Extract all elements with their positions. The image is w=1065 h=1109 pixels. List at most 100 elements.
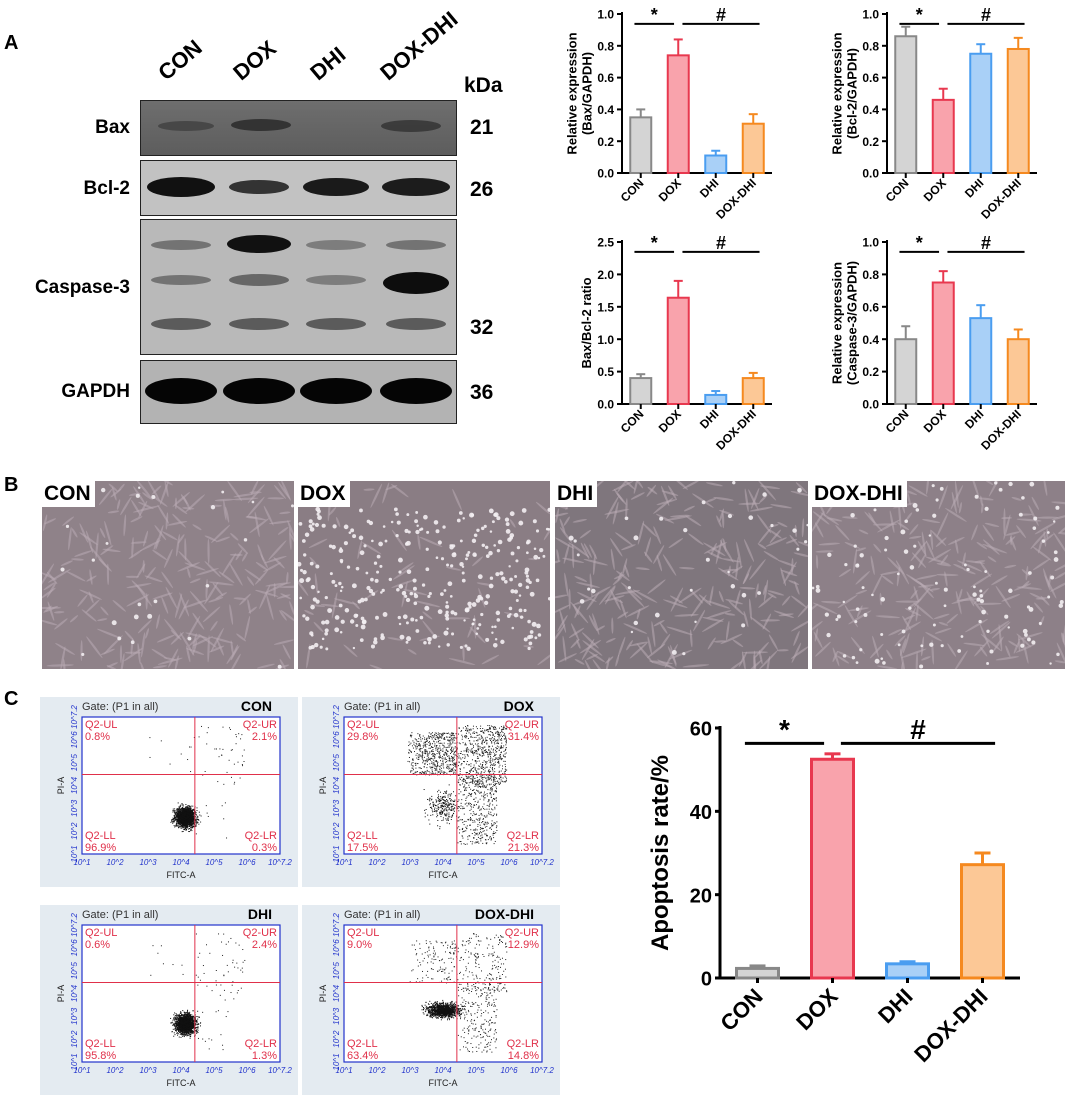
quadrant-value: 63.4%: [347, 1050, 378, 1062]
flow-plot-title: DHI: [248, 906, 272, 922]
microscopy-image-con: CON: [42, 481, 294, 669]
microscopy-label: CON: [42, 481, 95, 507]
bar: [629, 116, 653, 174]
bar: [741, 377, 765, 406]
quadrant-name: Q2-LL: [347, 1038, 378, 1050]
y-tick-label: 10^6: [70, 939, 79, 957]
quadrant-name: Q2-UR: [243, 719, 277, 731]
y-tick-label: 10^4: [70, 776, 79, 794]
y-tick-label: 10^1: [332, 1053, 341, 1070]
y-tick-label: 10^7.2: [332, 913, 341, 937]
quadrant-name: Q2-LL: [347, 830, 378, 842]
x-tick-label: 10^4: [172, 1066, 190, 1075]
caspase3-bands: [151, 235, 449, 330]
y-tick-label: 1.0: [597, 333, 614, 347]
x-tick-label: CON: [715, 984, 767, 1036]
y-tick-label: 10^6: [332, 731, 341, 749]
scatter-points: [150, 933, 246, 1051]
scatter-points: [409, 933, 508, 1053]
x-tick-label: DOX: [656, 176, 684, 204]
quadrant-value: 0.6%: [85, 939, 110, 951]
x-tick-label: CON: [618, 176, 647, 205]
blot-row-label-caspase3: Caspase-3: [34, 277, 130, 298]
gapdh-bands: [145, 378, 452, 404]
quadrant-value: 2.4%: [252, 939, 277, 951]
y-axis-label: Relative expression(Bcl-2/GAPDH): [830, 32, 860, 154]
y-tick-label: 10^3: [332, 1007, 341, 1025]
x-tick-label: DHI: [697, 176, 722, 201]
blot-row-label-bcl2: Bcl-2: [83, 178, 130, 199]
bcl2-blot-strip: [140, 160, 457, 216]
y-tick-label: 0.8: [862, 39, 879, 53]
x-tick-label: 10^7.2: [268, 858, 292, 867]
y-tick-label: 1.5: [597, 300, 614, 314]
microscopy-image-dhi: DHI: [555, 481, 808, 669]
quadrant-name: Q2-UL: [85, 927, 117, 939]
x-tick-label: 10^1: [73, 1066, 90, 1075]
x-axis-label: FITC-A: [429, 870, 458, 880]
y-axis-label: PI-A: [56, 985, 66, 1003]
y-tick-label: 10^3: [70, 1007, 79, 1025]
y-tick-label: 0.8: [597, 39, 614, 53]
x-tick-label: DHI: [697, 407, 722, 432]
quadrant-value: 9.0%: [347, 939, 372, 951]
x-tick-label: 10^5: [467, 1066, 485, 1075]
y-axis-label: Relative expression(Caspase-3/GAPDH): [830, 261, 860, 385]
x-tick-label: 10^6: [500, 858, 518, 867]
x-tick-label: CON: [618, 407, 647, 436]
x-tick-label: 10^1: [335, 1066, 352, 1075]
y-tick-label: 10^7.2: [70, 705, 79, 729]
microscopy-label: DHI: [555, 481, 598, 507]
gate-label: Gate: (P1 in all): [82, 909, 158, 921]
y-tick-label: 40: [690, 802, 712, 824]
blot-row-label-gapdh: GAPDH: [61, 381, 130, 402]
x-tick-label: DOX: [656, 407, 684, 435]
quadrant-value: 1.3%: [252, 1050, 277, 1062]
microscopy-image-dox-dhi: DOX-DHI: [812, 481, 1065, 669]
quadrant-name: Q2-LR: [507, 830, 539, 842]
x-tick-label: DOX-DHI: [909, 984, 992, 1067]
y-tick-label: 10^2: [70, 1030, 79, 1048]
blot-row-label-bax: Bax: [95, 117, 130, 138]
y-tick-label: 10^5: [70, 962, 79, 980]
bar: [1006, 338, 1030, 405]
y-tick-label: 0.4: [862, 333, 879, 347]
significance-marker: #: [981, 5, 991, 25]
gate-label: Gate: (P1 in all): [344, 909, 420, 921]
y-tick-label: 10^4: [332, 776, 341, 794]
y-tick-label: 0.8: [862, 268, 879, 282]
y-tick-label: 0.6: [597, 71, 614, 85]
significance-marker: *: [916, 5, 923, 25]
x-tick-label: 10^1: [335, 858, 352, 867]
x-tick-label: DOX-DHI: [978, 407, 1024, 453]
x-tick-label: 10^4: [434, 1066, 452, 1075]
quadrant-name: Q2-LR: [507, 1038, 539, 1050]
y-tick-label: 0.0: [862, 167, 879, 181]
x-tick-label: 10^2: [106, 1066, 124, 1075]
x-tick-label: DHI: [962, 176, 987, 201]
bax-bands: [158, 119, 441, 132]
caspase3-blot-strip: [140, 219, 457, 355]
y-axis-label: PI-A: [318, 777, 328, 795]
y-tick-label: 1.0: [597, 8, 614, 22]
quadrant-name: Q2-LL: [85, 830, 116, 842]
x-tick-label: 10^5: [467, 858, 485, 867]
y-tick-label: 10^1: [70, 1053, 79, 1070]
y-tick-label: 10^4: [332, 984, 341, 1002]
quadrant-value: 31.4%: [508, 731, 539, 743]
y-tick-label: 10^3: [332, 799, 341, 817]
plot-frame: [343, 716, 543, 855]
bar: [704, 154, 728, 174]
x-tick-label: 10^3: [139, 858, 157, 867]
x-tick-label: 10^2: [368, 1066, 386, 1075]
quadrant-value: 14.8%: [508, 1050, 539, 1062]
bar: [969, 52, 993, 174]
bar: [894, 35, 918, 175]
x-tick-label: 10^2: [106, 858, 124, 867]
bax-bcl2-ratio-chart: 0.0 0.5 1.0 1.5 2.0 2.5 Bax/Bcl-2 ratio CON DOX D…: [579, 233, 772, 453]
y-tick-label: 0.0: [597, 167, 614, 181]
x-tick-label: DHI: [962, 407, 987, 432]
y-tick-label: 0.2: [862, 365, 879, 379]
